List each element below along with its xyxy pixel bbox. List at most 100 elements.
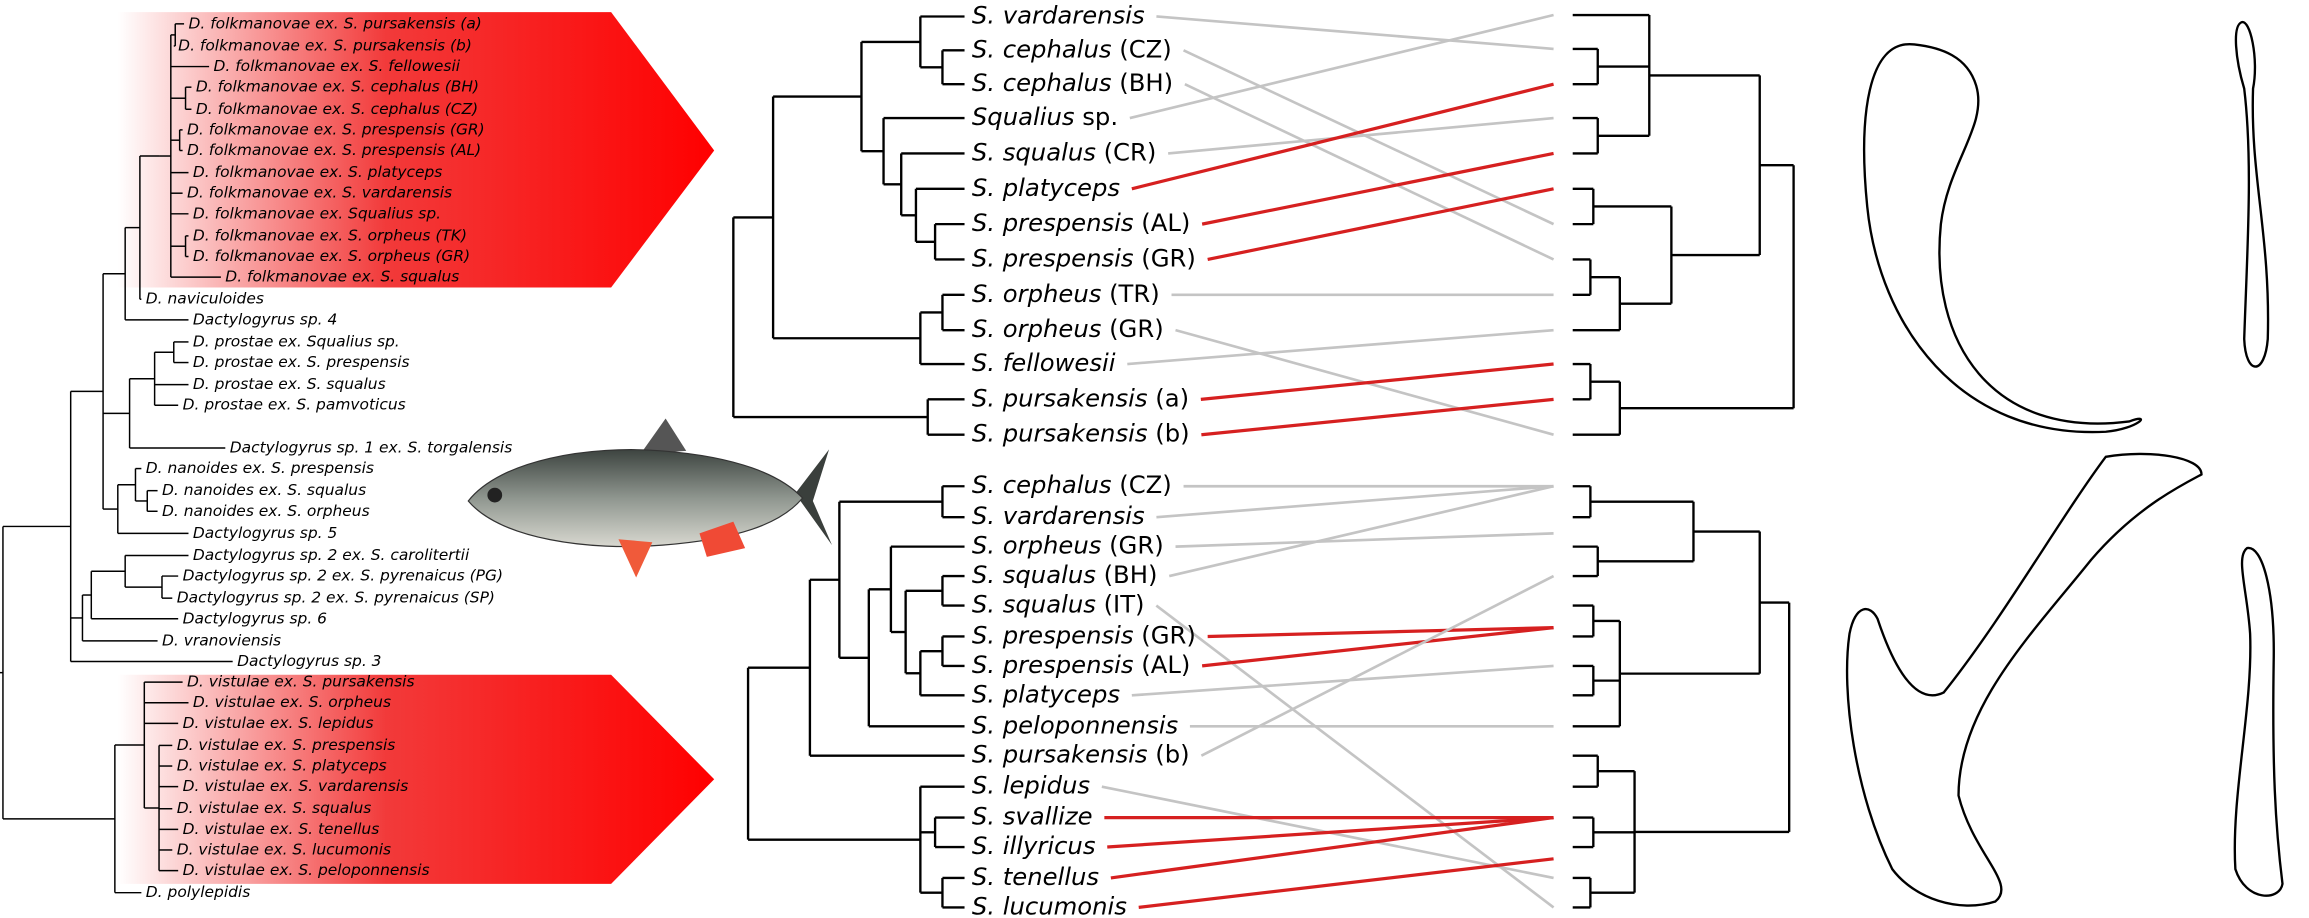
- host-qualifier: (GR): [1109, 314, 1164, 343]
- host-name: S. vardarensis: [972, 0, 1145, 29]
- host-name: S. fellowesii: [972, 348, 1116, 377]
- association-line: [1156, 484, 1554, 519]
- parasite-label: Dactylogyrus sp. 2 ex. S. carolitertii: [193, 546, 470, 564]
- host-label: S. svallize: [972, 802, 1093, 831]
- host-qualifier: sp.: [1082, 102, 1118, 131]
- host-name: S. squalus: [972, 560, 1096, 589]
- association-line: [1182, 49, 1555, 226]
- host-name: S. illyricus: [972, 831, 1096, 860]
- parasite-label: Dactylogyrus sp. 1 ex. S. torgalensis: [230, 438, 513, 456]
- host-name: S. vardarensis: [972, 501, 1145, 530]
- parasite-label: D. folkmanovae ex. S. cephalus (CZ): [196, 100, 478, 118]
- host-label: S. orpheus (GR): [972, 314, 1164, 343]
- parasite-label: Dactylogyrus sp. 4: [193, 310, 337, 328]
- host-qualifier: (CZ): [1119, 470, 1172, 499]
- host-label: S. prespensis (AL): [972, 208, 1190, 237]
- host-label: S. pursakensis (b): [972, 419, 1190, 448]
- parasite-label: D. vistulae ex. S. peloponnensis: [183, 861, 430, 879]
- association-line: [1138, 857, 1554, 910]
- association-line: [1129, 13, 1554, 120]
- parasite-label: D. folkmanovae ex. S. prespensis (GR): [187, 120, 485, 138]
- labels: D. folkmanovae ex. S. pursakensis (a) D. …: [146, 0, 1196, 918]
- parasite-label: D. folkmanovae ex. S. orpheus (TK): [193, 226, 467, 244]
- host-label: S. orpheus (GR): [972, 531, 1164, 560]
- host-label: Squalius sp.: [972, 102, 1118, 131]
- host-qualifier: (GR): [1141, 243, 1196, 272]
- host-name: S. prespensis: [972, 208, 1134, 237]
- host-name: S. prespensis: [972, 620, 1134, 649]
- parasite-label: Dactylogyrus sp. 6: [183, 609, 328, 627]
- host-label: S. lucumonis: [972, 891, 1127, 918]
- host-label: S. peloponnensis: [972, 710, 1179, 739]
- parasite-label: D. nanoides ex. S. orpheus: [162, 502, 370, 520]
- host-label: S. platyceps: [972, 679, 1120, 708]
- host-label: S. illyricus: [972, 831, 1096, 860]
- parasite-label: D. folkmanovae ex. S. vardarensis: [187, 184, 452, 202]
- association-line: [1131, 82, 1554, 191]
- association-line: [1168, 116, 1554, 155]
- association-line: [1201, 397, 1554, 437]
- host-qualifier: (CR): [1104, 137, 1157, 166]
- host-name: S. peloponnensis: [972, 710, 1179, 739]
- parasite-label: D. vranoviensis: [162, 631, 281, 649]
- host-qualifier: (TR): [1109, 279, 1160, 308]
- host-label: S. squalus (CR): [972, 137, 1156, 166]
- host-qualifier: (AL): [1141, 650, 1190, 679]
- association-line: [1184, 83, 1555, 261]
- parasite-label: D. vistulae ex. S. squalus: [177, 799, 372, 817]
- association-line: [1207, 187, 1554, 262]
- host-name: S. orpheus: [972, 279, 1102, 308]
- association-line: [1155, 604, 1555, 909]
- host-qualifier: (b): [1155, 419, 1189, 448]
- host-label: S. pursakensis (b): [972, 740, 1190, 769]
- host-name: S. platyceps: [972, 173, 1120, 202]
- association-lines: [1101, 13, 1555, 910]
- parasite-label: D. folkmanovae ex. S. orpheus (GR): [193, 247, 470, 265]
- host-label: S. cephalus (BH): [972, 68, 1173, 97]
- parasite-label: D. prostae ex. S. pamvoticus: [183, 396, 406, 414]
- parasite-label: D. folkmanovae ex. S. pursakensis (a): [188, 14, 481, 32]
- parasite-label: D. vistulae ex. S. lepidus: [183, 714, 374, 732]
- parasite-label: D. nanoides ex. S. squalus: [162, 481, 366, 499]
- parasite-label: D. vistulae ex. S. prespensis: [177, 736, 396, 754]
- association-line: [1168, 484, 1554, 578]
- association-line: [1201, 151, 1554, 226]
- parasite-label: D. prostae ex. S. prespensis: [193, 353, 410, 371]
- association-line: [1200, 362, 1554, 401]
- host-qualifier: (CZ): [1119, 34, 1172, 63]
- parasite-label: D. prostae ex. S. squalus: [193, 375, 386, 393]
- host-label: S. tenellus: [972, 862, 1100, 891]
- host-name: S. tenellus: [972, 862, 1100, 891]
- host-qualifier: (AL): [1141, 208, 1190, 237]
- parasite-label: Dactylogyrus sp. 2 ex. S. pyrenaicus (SP…: [177, 589, 495, 607]
- host-name: S. lepidus: [972, 771, 1090, 800]
- host-label: S. lepidus: [972, 771, 1090, 800]
- host-qualifier: (GR): [1109, 531, 1164, 560]
- host-label: S. cephalus (CZ): [972, 34, 1172, 63]
- host-name: S. lucumonis: [972, 891, 1127, 918]
- parasite-label: D. folkmanovae ex. Squalius sp.: [193, 204, 441, 222]
- parasite-label: D. folkmanovae ex. S. cephalus (BH): [196, 78, 479, 96]
- host-name: S. pursakensis: [972, 383, 1148, 412]
- association-line: [1175, 532, 1554, 548]
- association-line: [1200, 574, 1555, 757]
- parasite-label: D. vistulae ex. S. tenellus: [183, 820, 380, 838]
- association-line: [1207, 625, 1554, 639]
- host-name: S. prespensis: [972, 650, 1134, 679]
- association-line: [1131, 664, 1554, 697]
- host-label: S. fellowesii: [972, 348, 1116, 377]
- parasite-label: D. naviculoides: [146, 290, 264, 308]
- parasite-label: D. folkmanovae ex. S. fellowesii: [214, 57, 461, 75]
- highlight-arrow: [117, 12, 715, 288]
- host-name: S. cephalus: [972, 68, 1112, 97]
- tree-lines: [0, 13, 1795, 909]
- host-name: Squalius: [972, 102, 1075, 131]
- parasite-label: Dactylogyrus sp. 2 ex. S. pyrenaicus (PG…: [183, 567, 503, 585]
- host-label: S. squalus (IT): [972, 590, 1145, 619]
- host-name: S. svallize: [972, 802, 1093, 831]
- host-label: S. pursakensis (a): [972, 383, 1189, 412]
- host-label: S. platyceps: [972, 173, 1120, 202]
- sclerite-drawings: [1845, 21, 2284, 907]
